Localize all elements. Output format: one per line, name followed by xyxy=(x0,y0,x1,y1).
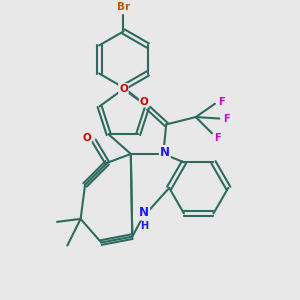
Text: Br: Br xyxy=(117,2,130,12)
Text: F: F xyxy=(218,97,225,107)
Text: O: O xyxy=(140,97,148,107)
Text: F: F xyxy=(214,133,220,143)
Text: O: O xyxy=(119,84,128,94)
Text: N: N xyxy=(160,146,170,159)
Text: F: F xyxy=(224,113,230,124)
Text: H: H xyxy=(140,221,148,231)
Text: O: O xyxy=(82,133,91,143)
Text: N: N xyxy=(139,206,149,220)
